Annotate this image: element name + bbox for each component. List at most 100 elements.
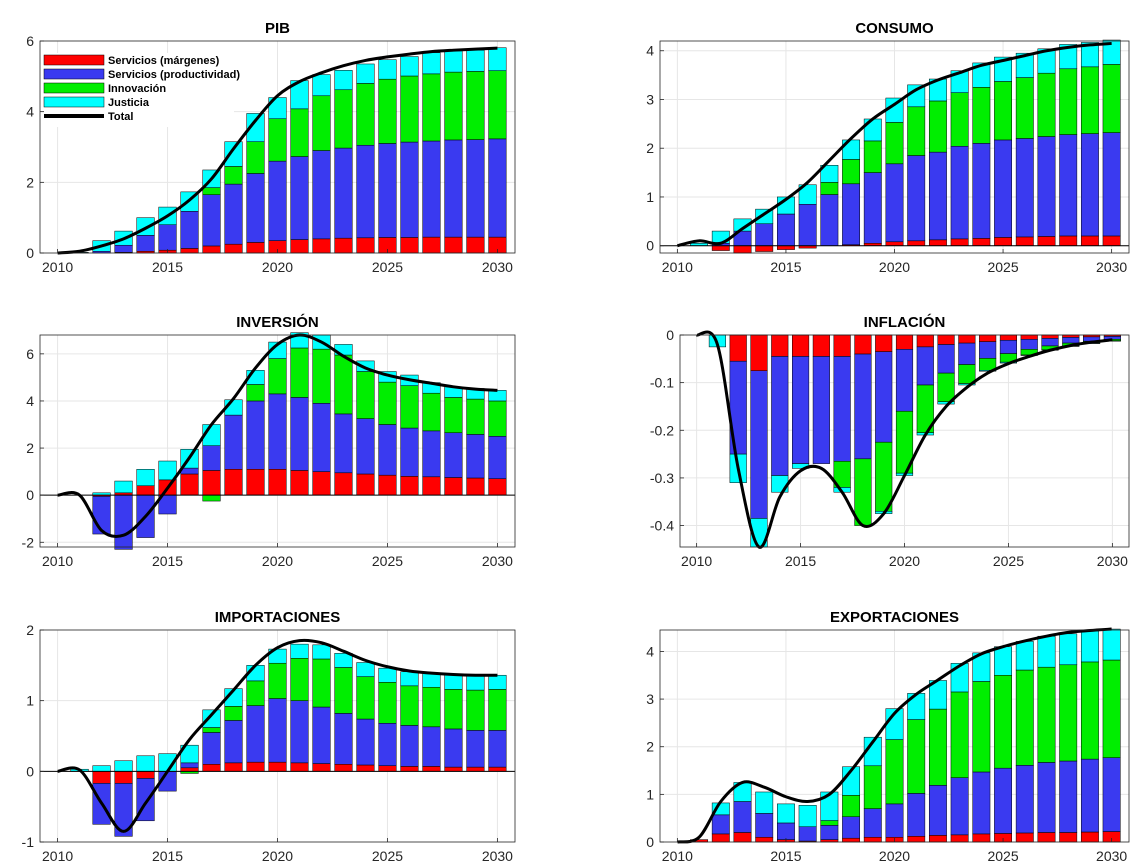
chart-title: INFLACIÓN	[864, 313, 946, 331]
bar-segment-innovacion	[378, 682, 397, 724]
bar-segment-servicios-productividad	[488, 436, 507, 479]
total-line	[677, 627, 1112, 844]
bar-segment-servicios-productividad	[1059, 134, 1078, 237]
y-tick-label: -0.3	[650, 470, 674, 486]
bar-segment-innovacion	[444, 397, 463, 434]
bar-segment-servicios-productividad	[400, 725, 419, 767]
bar-segment-innovacion	[224, 166, 243, 185]
x-tick-label: 2025	[372, 553, 403, 569]
bar-segment-servicios-margenes	[356, 473, 375, 496]
bar-segment-innovacion	[958, 364, 976, 384]
bar-segment-justicia	[356, 360, 375, 372]
bar-segment-servicios-margenes	[928, 835, 947, 843]
bar-segment-innovacion	[1080, 661, 1099, 760]
bar-segment-justicia	[422, 672, 441, 688]
chart-title: INVERSIÓN	[236, 313, 319, 331]
bar-segment-innovacion	[972, 681, 991, 773]
bar-segment-justicia	[1059, 44, 1078, 70]
bar-segment-justicia	[1102, 628, 1121, 661]
bar-segment-innovacion	[820, 820, 839, 826]
bar-segment-innovacion	[268, 662, 287, 699]
x-tick-label: 2020	[262, 553, 293, 569]
bar-segment-justicia	[356, 63, 375, 84]
bar-segment-innovacion	[290, 658, 309, 701]
bar-segment-servicios-productividad	[842, 816, 861, 839]
legend: Servicios (márgenes) Servicios (productiv…	[43, 53, 240, 127]
bar-segment-innovacion	[378, 381, 397, 425]
bar-segment-servicios-margenes	[854, 334, 872, 355]
bar-segment-servicios-margenes	[224, 243, 243, 254]
x-tick-label: 2025	[987, 848, 1018, 864]
bar-segment-servicios-productividad	[842, 183, 861, 245]
bar-segment-servicios-productividad	[928, 151, 947, 241]
bar-segment-servicios-margenes	[334, 764, 353, 772]
bar-segment-innovacion	[422, 392, 441, 432]
panel-pib: 2010 2015 2020 2025 2030 0 2 4 6 PIB Servicios (má…	[26, 20, 516, 275]
x-tick-label: 2015	[785, 553, 816, 569]
bar-segment-servicios-margenes	[246, 242, 265, 254]
bar-segment-servicios-productividad	[1037, 762, 1056, 833]
bar-segment-justicia	[1080, 42, 1099, 68]
y-tick-label: 1	[646, 786, 654, 802]
panel-importaciones: 2010 2015 2020 2025 2030 -1 0 1 2 IMPORTACIONES	[22, 609, 516, 864]
y-tick-label: 6	[26, 33, 34, 49]
bar-segment-servicios-margenes	[792, 334, 810, 357]
bar-segment-justicia	[114, 760, 133, 772]
bar-segment-servicios-margenes	[958, 334, 976, 344]
bar-segment-servicios-margenes	[711, 833, 730, 843]
bar-segment-servicios-productividad	[916, 346, 934, 386]
bar-segment-innovacion	[950, 92, 969, 147]
bar-segment-innovacion	[356, 676, 375, 720]
y-tick-label: 3	[646, 91, 654, 107]
bar-segment-servicios-productividad	[950, 146, 969, 240]
bar-segment-servicios-margenes	[268, 469, 287, 496]
bar-segment-servicios-productividad	[422, 430, 441, 478]
bar-segment-justicia	[334, 653, 353, 668]
bar-segment-innovacion	[928, 708, 947, 786]
bar-segment-servicios-productividad	[907, 793, 926, 837]
bar-segment-innovacion	[202, 494, 221, 502]
bar-segment-servicios-margenes	[950, 238, 969, 246]
bar-segment-servicios-margenes	[1037, 832, 1056, 843]
bar-segment-servicios-productividad	[937, 344, 955, 374]
bar-segment-servicios-productividad	[711, 814, 730, 835]
bar-segment-innovacion	[820, 182, 839, 195]
bar-segment-servicios-productividad	[180, 467, 199, 475]
x-tick-label: 2030	[482, 848, 513, 864]
y-tick-label: 0	[26, 763, 34, 779]
bar-segment-innovacion	[466, 71, 485, 140]
x-tick-label: 2030	[1096, 259, 1127, 275]
bar-segment-justicia	[114, 480, 133, 494]
bar-segment-servicios-margenes	[907, 836, 926, 843]
bar-segment-servicios-productividad	[466, 139, 485, 238]
bar-segment-servicios-margenes	[400, 476, 419, 496]
bar-segment-servicios-productividad	[136, 235, 155, 252]
bar-segment-justicia	[224, 141, 243, 167]
bar-segment-servicios-margenes	[422, 766, 441, 772]
bar-segment-servicios-productividad	[733, 801, 752, 833]
x-tick-label: 2015	[152, 259, 183, 275]
bar-segment-servicios-margenes	[290, 762, 309, 772]
bar-segment-servicios-productividad	[875, 351, 893, 443]
bar-segment-servicios-productividad	[378, 143, 397, 238]
bar-segment-servicios-margenes	[1015, 236, 1034, 246]
bar-segment-servicios-margenes	[180, 473, 199, 496]
bar-segment-justicia	[136, 755, 155, 772]
bar-segment-servicios-productividad	[755, 223, 774, 246]
x-tick-label: 2010	[662, 259, 693, 275]
bar-segment-servicios-margenes	[1020, 334, 1038, 340]
bar-segment-servicios-margenes	[979, 334, 997, 342]
bar-segment-innovacion	[290, 347, 309, 398]
y-tick-label: 0	[646, 834, 654, 850]
y-tick-label: -0.2	[650, 422, 674, 438]
x-tick-label: 2015	[770, 848, 801, 864]
y-tick-label: 0	[26, 245, 34, 261]
bar-segment-servicios-productividad	[466, 434, 485, 479]
bar-segment-servicios-margenes	[711, 245, 730, 251]
bar-segment-servicios-productividad	[268, 393, 287, 470]
bar-segment-servicios-margenes	[268, 761, 287, 772]
y-tick-label: -0.4	[650, 518, 674, 534]
bar-segment-justicia	[400, 671, 419, 687]
bar-segment-servicios-productividad	[312, 403, 331, 472]
panel-exportaciones: 2010 2015 2020 2025 2030 0 1 2 3 4 EXPORTACIONES	[646, 609, 1130, 864]
